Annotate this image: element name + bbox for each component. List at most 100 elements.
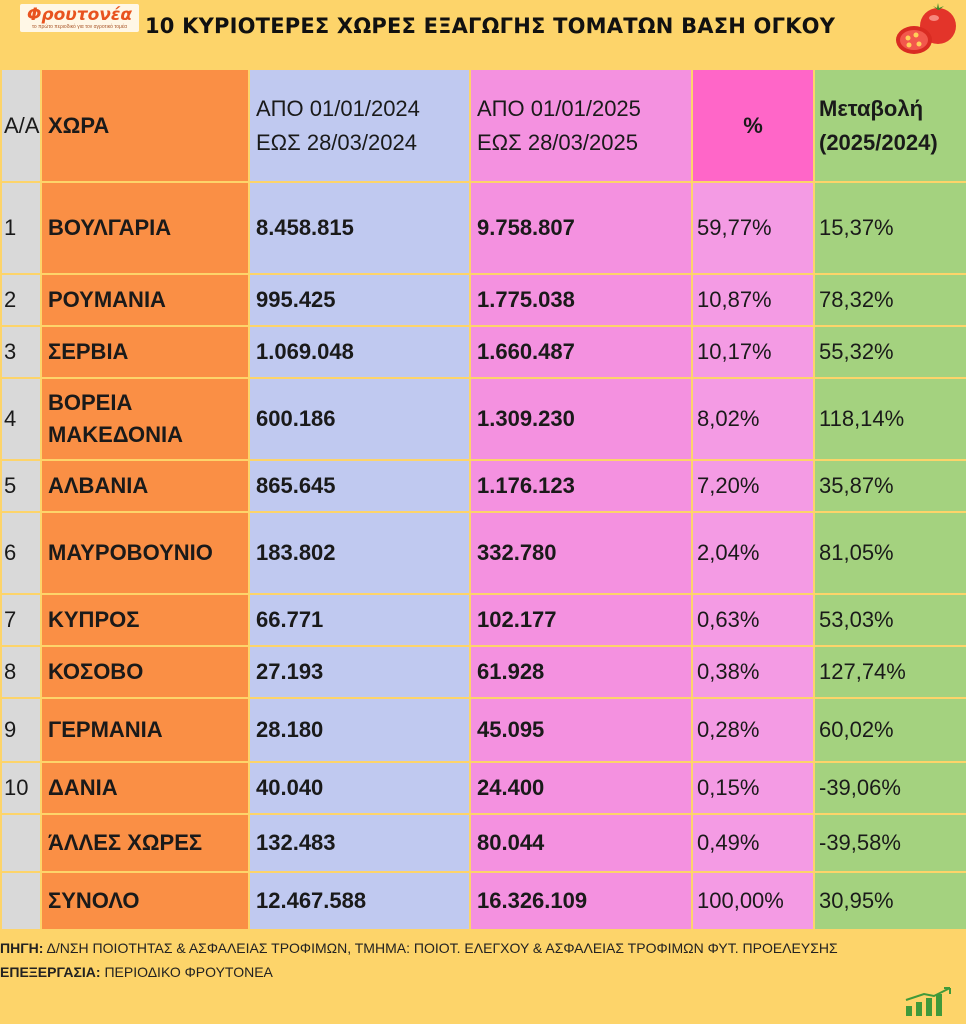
cell-share: 0,63%	[691, 593, 815, 647]
cell-2025: 80.044	[469, 813, 693, 873]
cell-share: 2,04%	[691, 511, 815, 595]
cell-country: ΣΕΡΒΙΑ	[40, 325, 250, 379]
cell-share: 100,00%	[691, 871, 815, 931]
cell-2024: 132.483	[248, 813, 471, 873]
cell-index: 2	[0, 273, 42, 327]
footer-processing: ΕΠΕΞΕΡΓΑΣΙΑ: ΠΕΡΙΟΔΙΚΟ ΦΡΟΥΤΟΝΕΑ	[0, 960, 960, 984]
table-row: 10 ΔΑΝΙΑ 40.040 24.400 0,15% -39,06%	[0, 761, 966, 815]
footer: ΠΗΓΗ: Δ/ΝΣΗ ΠΟΙΟΤΗΤΑΣ & ΑΣΦΑΛΕΙΑΣ ΤΡΟΦΙΜ…	[0, 936, 960, 984]
cell-share: 0,38%	[691, 645, 815, 699]
cell-change: 118,14%	[813, 377, 966, 461]
cell-2025: 16.326.109	[469, 871, 693, 931]
cell-index: 9	[0, 697, 42, 763]
cell-index: 4	[0, 377, 42, 461]
header-share: %	[691, 68, 815, 183]
cell-2025: 1.775.038	[469, 273, 693, 327]
cell-2025: 9.758.807	[469, 181, 693, 275]
header-period-2024: ΑΠΟ 01/01/2024 ΕΩΣ 28/03/2024	[248, 68, 471, 183]
table-row: 1 ΒΟΥΛΓΑΡΙΑ 8.458.815 9.758.807 59,77% 15,37%	[0, 181, 966, 275]
cell-index	[0, 871, 42, 931]
footer-source: ΠΗΓΗ: Δ/ΝΣΗ ΠΟΙΟΤΗΤΑΣ & ΑΣΦΑΛΕΙΑΣ ΤΡΟΦΙΜ…	[0, 936, 960, 960]
cell-country: ΡΟΥΜΑΝΙΑ	[40, 273, 250, 327]
cell-country: ΑΛΒΑΝΙΑ	[40, 459, 250, 513]
cell-index: 8	[0, 645, 42, 699]
header-change: Μεταβολή (2025/2024)	[813, 68, 966, 183]
cell-2024: 995.425	[248, 273, 471, 327]
cell-country: ΔΑΝΙΑ	[40, 761, 250, 815]
cell-change: 53,03%	[813, 593, 966, 647]
logo-name: Φρουτονέα	[26, 5, 133, 25]
cell-country: ΒΟΡΕΙΑ ΜΑΚΕΔΟΝΙΑ	[40, 377, 250, 461]
cell-change: 55,32%	[813, 325, 966, 379]
cell-2025: 1.176.123	[469, 459, 693, 513]
cell-country: ΜΑΥΡΟΒΟΥΝΙΟ	[40, 511, 250, 595]
processing-text: ΠΕΡΙΟΔΙΚΟ ΦΡΟΥΤΟΝΕΑ	[104, 964, 273, 980]
cell-2024: 66.771	[248, 593, 471, 647]
cell-change: -39,06%	[813, 761, 966, 815]
cell-country: ΆΛΛΕΣ ΧΩΡΕΣ	[40, 813, 250, 873]
cell-change: 30,95%	[813, 871, 966, 931]
cell-index: 5	[0, 459, 42, 513]
cell-share: 8,02%	[691, 377, 815, 461]
cell-index: 1	[0, 181, 42, 275]
table-row: ΆΛΛΕΣ ΧΩΡΕΣ 132.483 80.044 0,49% -39,58%	[0, 813, 966, 873]
table-row: 8 ΚΟΣΟΒΟ 27.193 61.928 0,38% 127,74%	[0, 645, 966, 699]
cell-country: ΒΟΥΛΓΑΡΙΑ	[40, 181, 250, 275]
cell-change: 15,37%	[813, 181, 966, 275]
cell-change: 35,87%	[813, 459, 966, 513]
table-row: 6 ΜΑΥΡΟΒΟΥΝΙΟ 183.802 332.780 2,04% 81,05%	[0, 511, 966, 595]
cell-2025: 61.928	[469, 645, 693, 699]
cell-share: 0,28%	[691, 697, 815, 763]
table-row: 9 ΓΕΡΜΑΝΙΑ 28.180 45.095 0,28% 60,02%	[0, 697, 966, 763]
table-row: 4 ΒΟΡΕΙΑ ΜΑΚΕΔΟΝΙΑ 600.186 1.309.230 8,02% 11…	[0, 377, 966, 461]
table-row: 2 ΡΟΥΜΑΝΙΑ 995.425 1.775.038 10,87% 78,32%	[0, 273, 966, 327]
cell-share: 10,17%	[691, 325, 815, 379]
table-row: 5 ΑΛΒΑΝΙΑ 865.645 1.176.123 7,20% 35,87%	[0, 459, 966, 513]
cell-index: 3	[0, 325, 42, 379]
cell-share: 0,49%	[691, 813, 815, 873]
table-row: ΣΥΝΟΛΟ 12.467.588 16.326.109 100,00% 30,95%	[0, 871, 966, 931]
source-text: Δ/ΝΣΗ ΠΟΙΟΤΗΤΑΣ & ΑΣΦΑΛΕΙΑΣ ΤΡΟΦΙΜΩΝ, ΤΜ…	[46, 940, 838, 956]
export-table: Α/Α ΧΩΡΑ ΑΠΟ 01/01/2024 ΕΩΣ 28/03/2024 Α…	[0, 68, 966, 931]
logo: Φρουτονέα το πρώτο περιοδικό για τον αγρ…	[20, 4, 139, 32]
cell-share: 7,20%	[691, 459, 815, 513]
cell-change: 78,32%	[813, 273, 966, 327]
cell-share: 0,15%	[691, 761, 815, 815]
bar-chart-growth-icon	[905, 987, 951, 1016]
cell-2024: 12.467.588	[248, 871, 471, 931]
cell-change: 127,74%	[813, 645, 966, 699]
cell-2025: 24.400	[469, 761, 693, 815]
cell-2024: 27.193	[248, 645, 471, 699]
processing-label: ΕΠΕΞΕΡΓΑΣΙΑ:	[0, 964, 101, 980]
cell-share: 59,77%	[691, 181, 815, 275]
cell-share: 10,87%	[691, 273, 815, 327]
cell-country: ΚΟΣΟΒΟ	[40, 645, 250, 699]
cell-country: ΓΕΡΜΑΝΙΑ	[40, 697, 250, 763]
source-label: ΠΗΓΗ:	[0, 940, 44, 956]
header-period-2025: ΑΠΟ 01/01/2025 ΕΩΣ 28/03/2025	[469, 68, 693, 183]
tomato-icon	[896, 3, 956, 54]
cell-2025: 1.660.487	[469, 325, 693, 379]
cell-country: ΚΥΠΡΟΣ	[40, 593, 250, 647]
cell-2024: 40.040	[248, 761, 471, 815]
logo-tagline: το πρώτο περιοδικό για τον αγροτικό τομέ…	[32, 24, 127, 30]
cell-2024: 1.069.048	[248, 325, 471, 379]
cell-2025: 45.095	[469, 697, 693, 763]
cell-index	[0, 813, 42, 873]
header-country: ΧΩΡΑ	[40, 68, 250, 183]
header-index: Α/Α	[0, 68, 42, 183]
cell-2024: 183.802	[248, 511, 471, 595]
cell-change: 60,02%	[813, 697, 966, 763]
cell-change: -39,58%	[813, 813, 966, 873]
cell-2024: 28.180	[248, 697, 471, 763]
cell-2025: 1.309.230	[469, 377, 693, 461]
header-row: Α/Α ΧΩΡΑ ΑΠΟ 01/01/2024 ΕΩΣ 28/03/2024 Α…	[0, 68, 966, 183]
cell-2024: 865.645	[248, 459, 471, 513]
cell-change: 81,05%	[813, 511, 966, 595]
cell-2024: 600.186	[248, 377, 471, 461]
cell-index: 6	[0, 511, 42, 595]
table-row: 3 ΣΕΡΒΙΑ 1.069.048 1.660.487 10,17% 55,32%	[0, 325, 966, 379]
table-row: 7 ΚΥΠΡΟΣ 66.771 102.177 0,63% 53,03%	[0, 593, 966, 647]
cell-country: ΣΥΝΟΛΟ	[40, 871, 250, 931]
cell-index: 7	[0, 593, 42, 647]
